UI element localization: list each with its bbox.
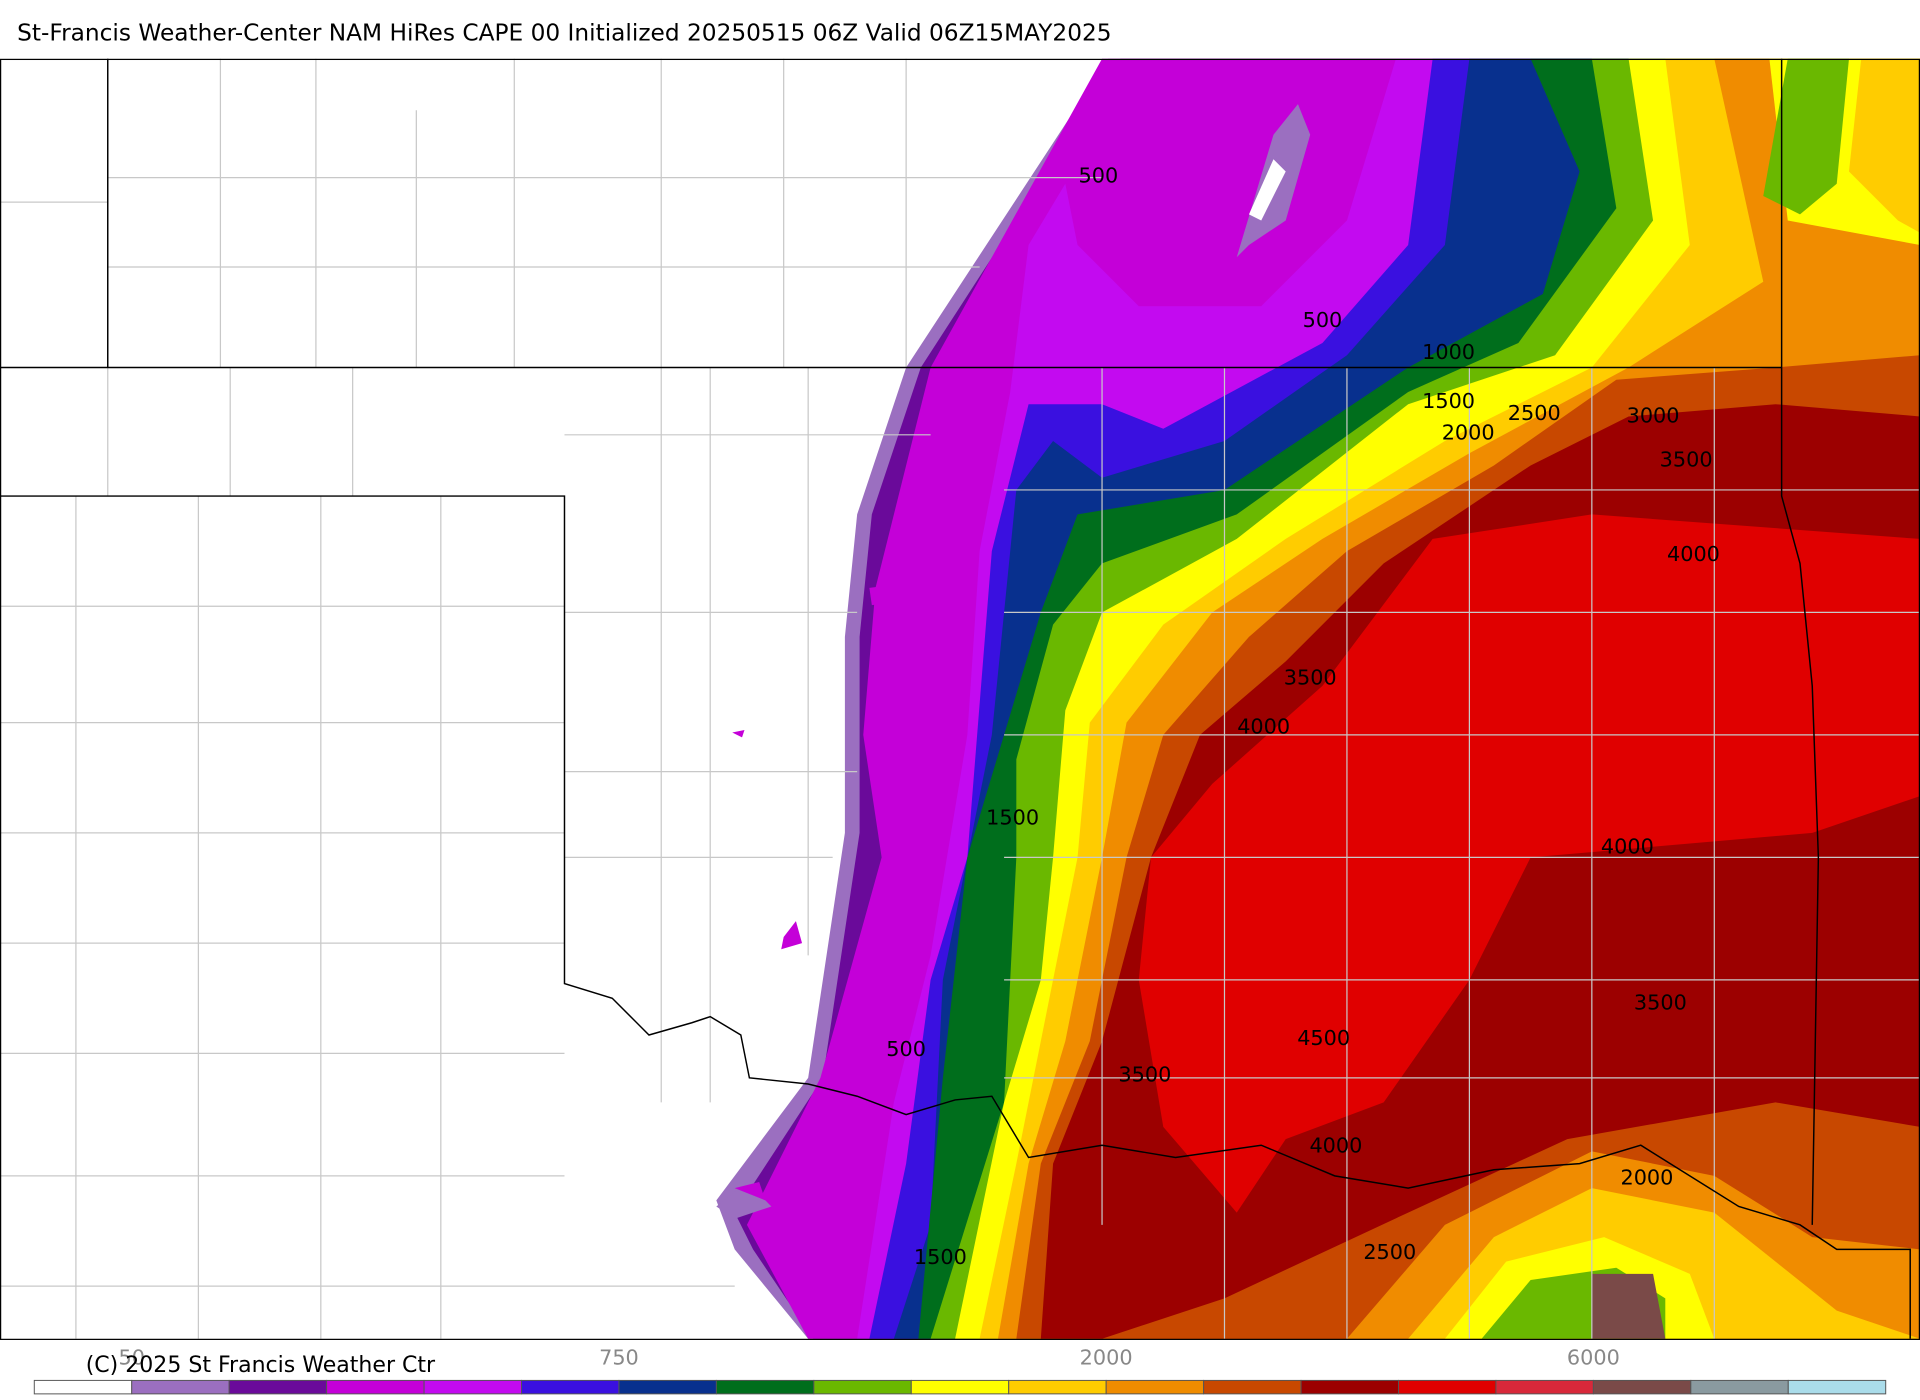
colorbar-swatch — [423, 1379, 522, 1395]
colorbar-swatch — [1495, 1379, 1594, 1395]
contour-label: 3500 — [1118, 1063, 1171, 1087]
colorbar-swatch — [1105, 1379, 1205, 1395]
map-frame — [0, 58, 1920, 1340]
cape-band — [716, 1181, 772, 1219]
colorbar-swatch — [910, 1379, 1010, 1395]
colorbar-swatch — [1690, 1379, 1789, 1395]
colorbar-swatch — [1592, 1379, 1692, 1395]
state-line — [1780, 58, 1820, 1225]
state-line — [0, 58, 1911, 1339]
colorbar-swatch — [521, 1379, 620, 1395]
colorbar-swatch — [1008, 1379, 1107, 1395]
contour-label: 4000 — [1309, 1134, 1362, 1158]
cape-band — [1591, 1273, 1666, 1339]
contour-label: 1000 — [1422, 340, 1475, 364]
county-line — [0, 58, 1103, 368]
county-line — [1004, 367, 1920, 1339]
contour-label: 4000 — [1667, 542, 1720, 566]
colorbar-swatch — [228, 1379, 328, 1395]
contour-label: 1500 — [986, 805, 1039, 829]
cape-band — [732, 730, 745, 738]
contour-label: 500 — [1303, 308, 1343, 332]
cape-field — [716, 58, 1920, 1339]
contour-label: 1500 — [1422, 389, 1475, 413]
colorbar: 50 750 2000 6000 — [33, 1345, 1887, 1395]
colorbar-swatch — [131, 1379, 230, 1395]
contour-label: 2000 — [1442, 421, 1495, 445]
contour-label: 2500 — [1363, 1240, 1416, 1264]
contour-label: 2500 — [1508, 401, 1561, 425]
state-lines — [0, 58, 1911, 1339]
contour-label: 4500 — [1297, 1026, 1350, 1050]
colorbar-swatch — [1300, 1379, 1399, 1395]
colorbar-swatch — [326, 1379, 425, 1395]
colorbar-swatch — [33, 1379, 133, 1395]
cape-band — [781, 921, 803, 950]
colorbar-swatch — [618, 1379, 717, 1395]
borders — [0, 58, 1920, 1339]
colorbar-label: 750 — [599, 1345, 639, 1369]
cape-band — [1138, 514, 1920, 1213]
contour-label: 1500 — [914, 1245, 967, 1269]
cape-band — [1763, 58, 1849, 215]
colorbar-label: 50 — [118, 1345, 144, 1369]
contour-label: 3500 — [1634, 990, 1687, 1014]
contour-label: 3000 — [1627, 404, 1680, 428]
county-line — [0, 496, 735, 1339]
copyright: (C) 2025 St Francis Weather Ctr — [86, 1353, 436, 1378]
colorbar-swatch — [1787, 1379, 1887, 1395]
county-lines — [0, 58, 1920, 1339]
contour-label: 2000 — [1620, 1165, 1673, 1189]
title: St-Francis Weather-Center NAM HiRes CAPE… — [17, 19, 1111, 46]
contour-label: 3500 — [1660, 448, 1713, 472]
contour-label: 3500 — [1284, 666, 1337, 690]
cape-band — [734, 1181, 766, 1201]
colorbar-swatch — [715, 1379, 815, 1395]
contour-labels: 500 500 1000 1500 2500 3000 2000 3500 4000 3500 40… — [886, 163, 1720, 1269]
cape-band — [869, 585, 892, 606]
contour-label: 500 — [886, 1037, 926, 1061]
colorbar-label: 2000 — [1080, 1345, 1133, 1369]
county-line — [107, 367, 931, 1103]
colorbar-label: 6000 — [1567, 1345, 1620, 1369]
colorbar-swatch — [1398, 1379, 1497, 1395]
contour-label: 500 — [1079, 163, 1119, 187]
cape-band — [1248, 159, 1286, 221]
contour-label: 4000 — [1601, 835, 1654, 859]
contour-label: 4000 — [1237, 715, 1290, 739]
colorbar-swatch — [1203, 1379, 1302, 1395]
colorbar-swatch — [813, 1379, 912, 1395]
